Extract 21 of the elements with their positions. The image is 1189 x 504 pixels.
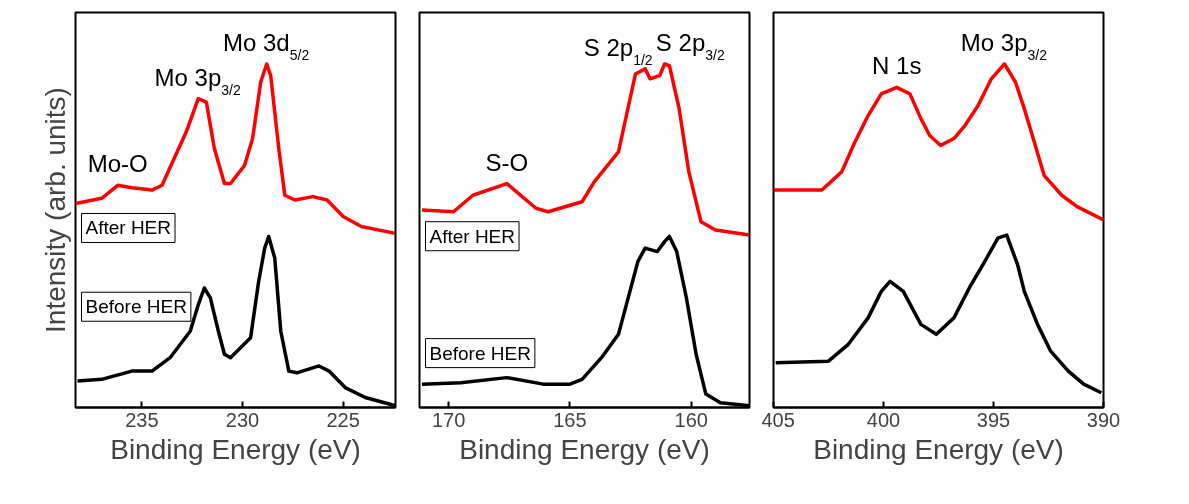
series-label: Before HER xyxy=(85,296,187,318)
x-tick-label: 405 xyxy=(761,408,795,431)
x-axis-title: Binding Energy (eV) xyxy=(110,433,361,465)
x-tick-label: 400 xyxy=(866,408,901,431)
annotation: Mo-O xyxy=(87,150,148,178)
annotation: N 1s xyxy=(872,52,922,80)
x-tick-label: 230 xyxy=(225,408,260,431)
x-axis-title: Binding Energy (eV) xyxy=(813,433,1064,465)
x-tick-label: 160 xyxy=(674,408,708,431)
x-tick-label: 170 xyxy=(431,408,466,431)
series-label: After HER xyxy=(429,225,516,247)
x-tick-label: 390 xyxy=(1086,408,1121,431)
x-tick-label: 225 xyxy=(326,408,360,431)
x-tick-label: 395 xyxy=(976,408,1011,431)
x-tick-label: 165 xyxy=(553,408,587,431)
series-label: Before HER xyxy=(429,342,531,364)
annotation: S-O xyxy=(485,148,529,176)
y-axis-title: Intensity (arb. units) xyxy=(39,87,71,333)
x-tick-label: 235 xyxy=(125,408,159,431)
series-label: After HER xyxy=(85,217,172,239)
x-axis-title: Binding Energy (eV) xyxy=(459,433,710,465)
